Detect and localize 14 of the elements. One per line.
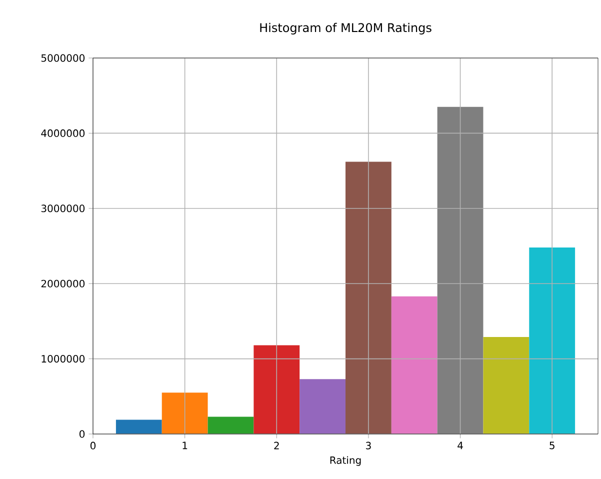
x-tick-label: 0 [90, 442, 96, 450]
x-tick-label: 4 [458, 442, 463, 450]
x-axis-title: Rating [330, 456, 361, 466]
y-tick-label: 4000000 [41, 129, 85, 137]
chart-title: Histogram of ML20M Ratings [260, 22, 432, 34]
x-tick-label: 3 [366, 442, 371, 450]
y-tick-label: 2000000 [41, 280, 85, 288]
x-tick-label: 2 [274, 442, 279, 450]
y-tick-label: 3000000 [41, 204, 85, 212]
y-tick-label: 0 [80, 430, 85, 438]
x-tick-label: 5 [550, 442, 554, 450]
x-tick-label: 1 [182, 442, 188, 450]
y-tick-label: 5000000 [41, 54, 85, 62]
y-tick-label: 1000000 [42, 355, 85, 363]
